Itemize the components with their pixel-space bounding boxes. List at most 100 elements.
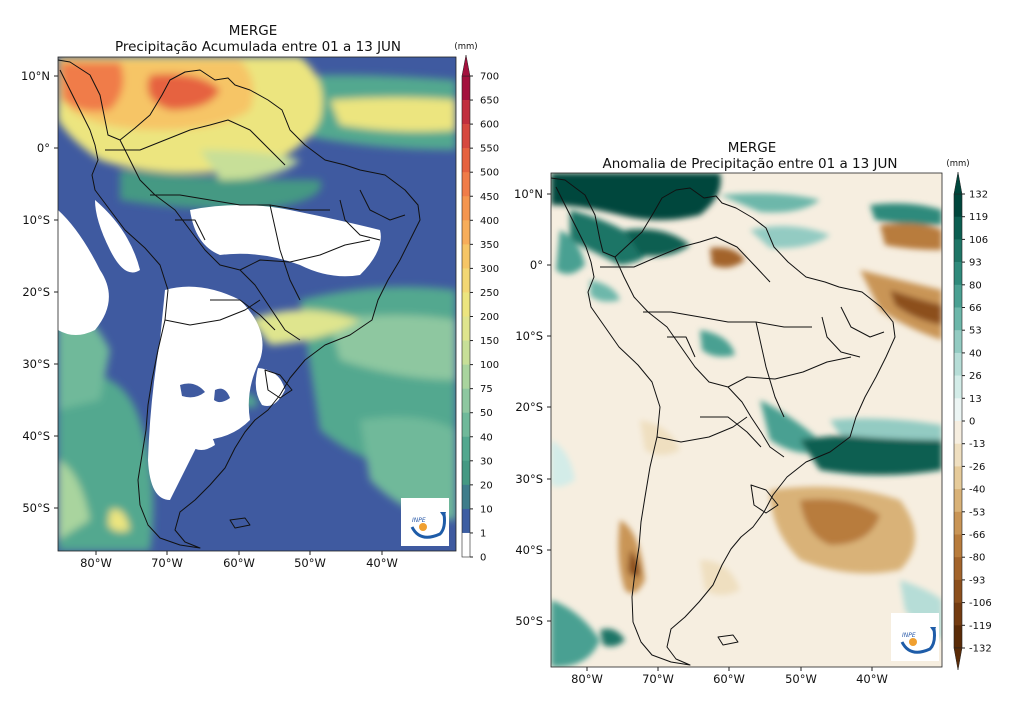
right-lat-tick: 40°S <box>515 543 543 557</box>
colorbar-tick-label: 250 <box>480 288 499 299</box>
colorbar-tick-label: 80 <box>969 280 982 291</box>
left-precipitation-field <box>58 57 456 551</box>
colorbar-band <box>954 466 962 490</box>
right-map-title: MERGE <box>728 140 777 156</box>
right-lon-tick: 60°W <box>713 672 745 686</box>
colorbar-band <box>954 489 962 513</box>
colorbar-tick-label: 100 <box>480 360 499 371</box>
colorbar-tick-label: 40 <box>969 348 982 359</box>
colorbar-tick-label: 150 <box>480 336 499 347</box>
colorbar-band <box>462 76 470 101</box>
colorbar-band <box>954 421 962 444</box>
right-lat-tick: 10°S <box>515 329 543 343</box>
right-colorbar-ticks: 132 119 106 93 80 66 53 40 26 13 0 -13 -26 -40 -53 -66 -… <box>962 190 992 655</box>
colorbar-band <box>954 579 962 603</box>
left-map-panel: MERGE Precipitação Acumulada entre 01 a … <box>21 23 499 570</box>
colorbar-band <box>462 340 470 365</box>
colorbar-tick-label: -66 <box>969 530 985 541</box>
colorbar-band <box>462 196 470 221</box>
colorbar-tick-label: 0 <box>480 553 486 564</box>
colorbar-tick-label: 0 <box>969 417 975 428</box>
colorbar-tick-label: 132 <box>969 190 988 201</box>
right-colorbar: (mm) 132 119 106 93 80 66 53 40 26 13 0 -13 -26 -40 -5… <box>946 159 992 671</box>
right-map-subtitle: Anomalia de Precipitação entre 01 a 13 J… <box>603 156 898 172</box>
right-country-borders <box>551 177 896 666</box>
colorbar-band <box>462 484 470 510</box>
colorbar-tick-label: 600 <box>480 120 499 131</box>
right-map-panel: MERGE Anomalia de Precipitação entre 01 … <box>514 140 992 686</box>
left-lon-axis: 80°W 70°W 60°W 50°W 40°W <box>80 551 398 570</box>
colorbar-band <box>954 352 962 376</box>
colorbar-band <box>954 398 962 422</box>
left-lat-tick: 10°N <box>21 69 50 83</box>
colorbar-band <box>954 443 962 467</box>
colorbar-tick-label: -80 <box>969 553 985 564</box>
colorbar-tick-label: 20 <box>480 480 493 491</box>
colorbar-tick-label: 50 <box>480 408 493 419</box>
colorbar-tick-label: -119 <box>969 621 992 632</box>
left-lat-tick: 50°S <box>22 501 50 515</box>
colorbar-tick-label: 13 <box>969 394 982 405</box>
right-lon-tick: 70°W <box>642 672 674 686</box>
left-lat-tick: 30°S <box>22 357 50 371</box>
colorbar-band <box>462 220 470 245</box>
colorbar-band <box>462 268 470 293</box>
colorbar-band <box>954 602 962 626</box>
colorbar-band <box>954 262 962 286</box>
colorbar-tick-label: 106 <box>969 235 988 246</box>
right-lat-tick: 50°S <box>515 614 543 628</box>
colorbar-tick-label: 75 <box>480 384 493 395</box>
colorbar-band <box>462 460 470 486</box>
left-map-title: MERGE <box>229 23 278 39</box>
colorbar-band <box>462 124 470 149</box>
right-lon-tick: 50°W <box>785 672 817 686</box>
colorbar-band <box>462 148 470 173</box>
colorbar-band <box>462 244 470 269</box>
colorbar-tick-label: 40 <box>480 432 493 443</box>
colorbar-tick-label: -40 <box>969 485 985 496</box>
colorbar-band <box>462 172 470 197</box>
colorbar-tick-label: 400 <box>480 216 499 227</box>
right-lon-tick: 40°W <box>856 672 888 686</box>
colorbar-band <box>954 216 962 240</box>
colorbar-tick-label: 300 <box>480 264 499 275</box>
left-inpe-logo: INPE <box>401 498 449 546</box>
left-lat-tick: 20°S <box>22 285 50 299</box>
colorbar-tick-label: -106 <box>969 598 992 609</box>
colorbar-band <box>462 532 470 558</box>
colorbar-band <box>462 100 470 125</box>
left-lon-tick: 60°W <box>223 556 255 570</box>
left-lon-tick: 50°W <box>294 556 326 570</box>
colorbar-band <box>462 412 470 438</box>
colorbar-tick-label: 119 <box>969 212 988 223</box>
colorbar-band <box>954 557 962 581</box>
left-lon-tick: 80°W <box>80 556 112 570</box>
left-lon-tick: 40°W <box>366 556 398 570</box>
colorbar-band <box>462 508 470 534</box>
right-lat-tick: 30°S <box>515 472 543 486</box>
left-colorbar-ticks: 7006506005505004504003503002502001501007… <box>470 72 499 564</box>
colorbar-band <box>462 364 470 389</box>
colorbar-band <box>954 194 962 217</box>
right-colorbar-unit: (mm) <box>946 159 969 169</box>
colorbar-tick-label: -93 <box>969 575 985 586</box>
colorbar-band <box>954 534 962 558</box>
left-lat-tick: 40°S <box>22 429 50 443</box>
right-lat-tick: 20°S <box>515 400 543 414</box>
colorbar-band <box>462 292 470 317</box>
right-colorbar-bands <box>953 193 963 649</box>
colorbar-tick-label: -53 <box>969 507 985 518</box>
colorbar-band <box>954 307 962 331</box>
right-lat-tick: 10°N <box>514 187 543 201</box>
colorbar-band <box>954 330 962 354</box>
colorbar-tick-label: 500 <box>480 168 499 179</box>
colorbar-tick-label: 66 <box>969 303 982 314</box>
colorbar-tick-label: 200 <box>480 312 499 323</box>
colorbar-tick-label: 700 <box>480 72 499 83</box>
right-logo-text: INPE <box>902 632 916 639</box>
left-lat-axis: 10°N 0° 10°S 20°S 30°S 40°S 50°S <box>21 69 58 515</box>
left-lat-tick: 10°S <box>22 213 50 227</box>
colorbar-tick-label: 550 <box>480 144 499 155</box>
colorbar-band <box>954 239 962 263</box>
left-colorbar: (mm) 70065060055050045040035030025020015… <box>454 42 499 564</box>
